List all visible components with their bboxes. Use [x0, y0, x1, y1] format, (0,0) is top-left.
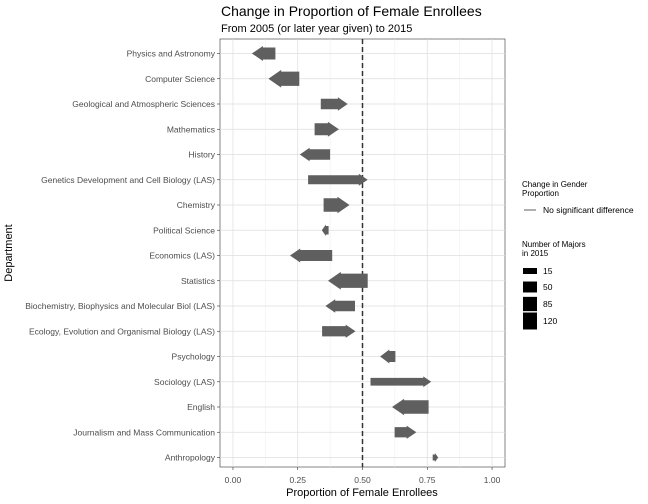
y-tick-label: Ecology, Evolution and Organismal Biolog… [29, 326, 215, 336]
arrow-mark [290, 248, 333, 263]
arrow-marks [251, 46, 439, 462]
arrow-mark [320, 97, 348, 111]
y-tick-label: Sociology (LAS) [154, 377, 215, 387]
arrow-mark [308, 173, 368, 186]
legend-size-title: Number of Majors in 2015 [522, 240, 588, 258]
arrow-mark [268, 69, 300, 88]
x-tick-label: 0.75 [419, 475, 436, 485]
arrow-mark [370, 376, 432, 388]
y-tick-label: Mathematics [167, 124, 215, 134]
arrow-mark [251, 46, 276, 61]
arrow-mark [323, 196, 350, 214]
y-tick-label: Economics (LAS) [149, 251, 215, 261]
arrow-mark [325, 299, 355, 313]
arrow-mark [394, 425, 417, 439]
x-tick-label: 0.25 [289, 475, 306, 485]
arrow-mark [322, 324, 356, 338]
y-tick-label: History [189, 150, 216, 160]
arrow-mark [392, 398, 429, 416]
legend: Change in Gender Proportion No significa… [522, 180, 634, 330]
arrow-mark [432, 453, 439, 462]
y-tick-label: Computer Science [145, 74, 215, 84]
legend-size-label: 15 [543, 266, 553, 276]
y-tick-label: Anthropology [165, 453, 216, 463]
y-tick-label: Genetics Development and Cell Biology (L… [41, 175, 215, 185]
legend-size-key [523, 296, 537, 312]
arrow-mark [314, 121, 339, 137]
y-tick-label: English [187, 402, 215, 412]
y-tick-label: Biochemistry, Biophysics and Molecular B… [25, 301, 215, 311]
y-tick-label: Psychology [172, 352, 216, 362]
y-tick-label: Political Science [153, 225, 215, 235]
legend-change-item: No significant difference [543, 205, 634, 215]
y-tick-labels: Physics and Astronomy Computer Science Geo… [25, 49, 220, 463]
legend-size-keys: 15 50 85 120 [523, 266, 557, 330]
arrow-mark [380, 349, 396, 364]
y-axis-title: Department [3, 224, 15, 281]
legend-size-key [523, 267, 537, 275]
x-tick-label: 0.50 [354, 475, 371, 485]
x-axis-title: Proportion of Female Enrollees [286, 487, 438, 499]
legend-size-key [523, 312, 537, 330]
y-tick-label: Geological and Atmospheric Sciences [72, 99, 215, 109]
arrow-mark [328, 271, 368, 290]
arrow-mark [321, 224, 329, 236]
y-tick-label: Physics and Astronomy [127, 49, 216, 59]
legend-size-label: 85 [543, 299, 553, 309]
chart-title: Change in Proportion of Female Enrollees [221, 3, 482, 19]
x-tick-label: 0.00 [225, 475, 242, 485]
x-tick-labels: 0.00 0.25 0.50 0.75 1.00 [225, 467, 501, 485]
y-tick-label: Journalism and Mass Communication [73, 427, 215, 437]
legend-size-label: 120 [543, 316, 557, 326]
chart-subtitle: From 2005 (or later year given) to 2015 [221, 23, 412, 35]
legend-change-title: Change in Gender Proportion [522, 180, 590, 198]
legend-size-key [523, 281, 537, 293]
legend-size-label: 50 [543, 282, 553, 292]
x-tick-label: 1.00 [484, 475, 501, 485]
arrow-mark [299, 147, 331, 162]
y-tick-label: Statistics [181, 276, 215, 286]
y-tick-label: Chemistry [177, 200, 216, 210]
